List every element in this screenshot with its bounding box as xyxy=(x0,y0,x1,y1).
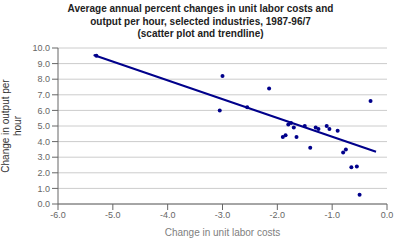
svg-text:-2.0: -2.0 xyxy=(270,210,286,220)
svg-text:0.0: 0.0 xyxy=(381,210,393,220)
html-text:Average annual percent changes: Average annual percent changes in unit l… xyxy=(67,3,334,39)
svg-text:4.0: 4.0 xyxy=(37,137,50,147)
svg-text:-5.0: -5.0 xyxy=(105,210,121,220)
svg-text:Change in output perhour: Change in output perhour xyxy=(8,79,23,173)
svg-text:0.0: 0.0 xyxy=(37,199,50,209)
svg-text:6.0: 6.0 xyxy=(37,106,50,116)
svg-text:1.0: 1.0 xyxy=(37,184,50,194)
svg-text:9.0: 9.0 xyxy=(37,59,50,69)
svg-text:Change in unit labor costs: Change in unit labor costs xyxy=(165,227,281,238)
svg-text:5.0: 5.0 xyxy=(37,121,50,131)
svg-text:-1.0: -1.0 xyxy=(324,210,340,220)
svg-text:7.0: 7.0 xyxy=(37,90,50,100)
svg-text:3.0: 3.0 xyxy=(37,152,50,162)
svg-text:2.0: 2.0 xyxy=(37,168,50,178)
svg-text:-3.0: -3.0 xyxy=(215,210,231,220)
svg-text:-6.0: -6.0 xyxy=(50,210,66,220)
svg-text:-4.0: -4.0 xyxy=(160,210,176,220)
svg-text:8.0: 8.0 xyxy=(37,74,50,84)
svg-text:10.0: 10.0 xyxy=(32,43,50,53)
